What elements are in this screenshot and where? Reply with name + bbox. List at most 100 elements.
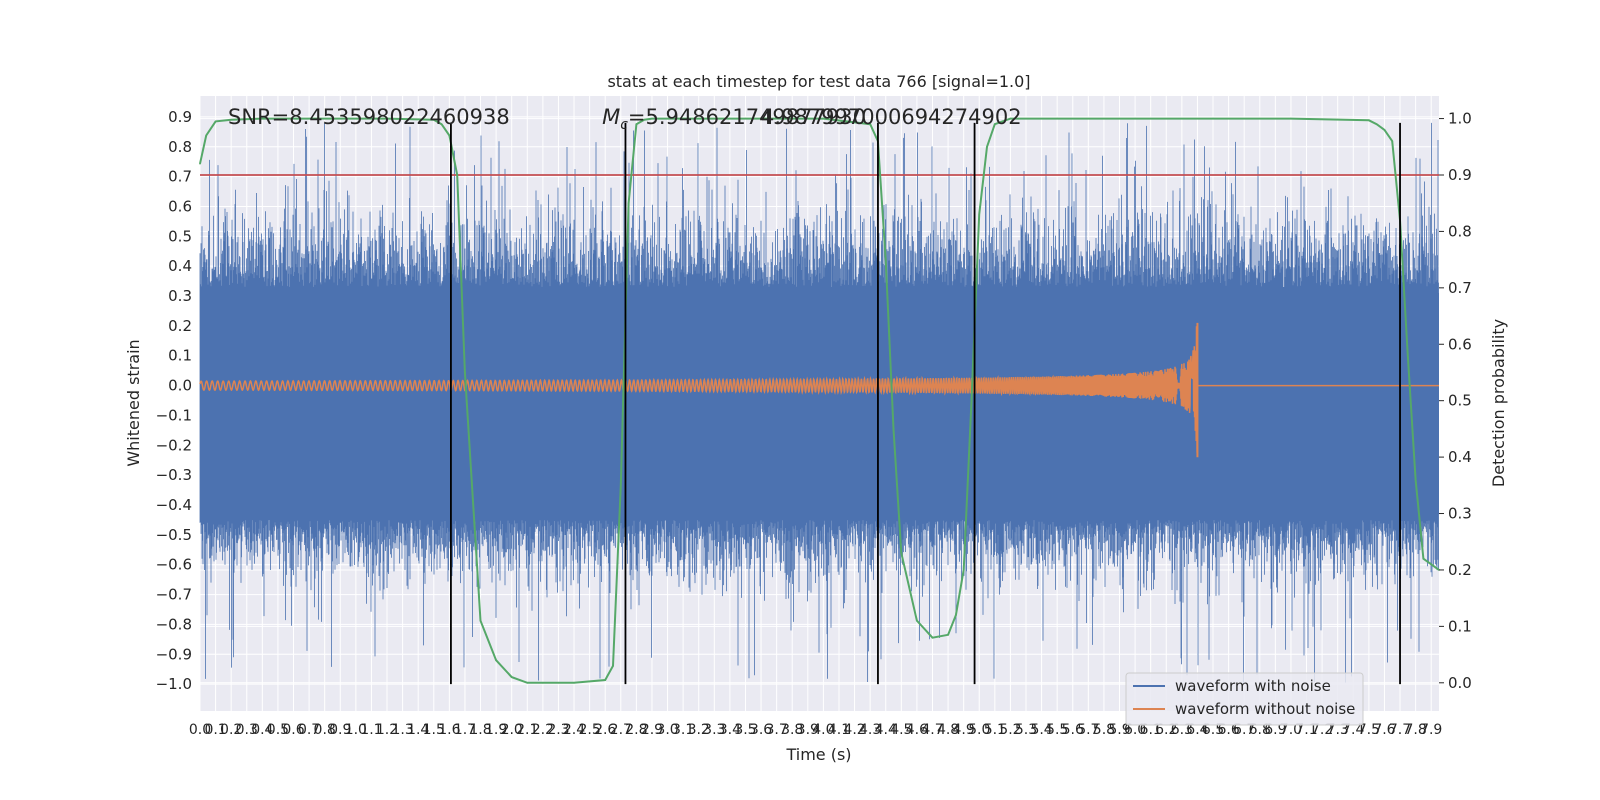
y-axis-label-right: Detection probability bbox=[1489, 319, 1508, 487]
x-tick-label: 1.3 bbox=[391, 722, 413, 738]
x-tick-label: 3.7 bbox=[766, 722, 788, 738]
x-tick-label: 2.4 bbox=[563, 722, 585, 738]
x-tick-label: 2.9 bbox=[641, 722, 663, 738]
probability-point bbox=[479, 619, 482, 622]
x-tick-label: 4.6 bbox=[906, 722, 928, 738]
probability-point bbox=[214, 120, 217, 123]
probability-point bbox=[931, 636, 934, 639]
x-tick-label: 4.7 bbox=[921, 722, 943, 738]
x-tick-label: 1.7 bbox=[454, 722, 476, 738]
y-tick-label: 0.8 bbox=[168, 138, 192, 156]
y-tick-label: −0.4 bbox=[156, 496, 192, 514]
x-tick-label: 3.4 bbox=[719, 722, 741, 738]
x-tick-label: 4.5 bbox=[890, 722, 912, 738]
x-tick-label: 7.1 bbox=[1295, 722, 1317, 738]
x-tick-label: 5.7 bbox=[1077, 722, 1099, 738]
probability-point bbox=[962, 569, 965, 571]
probability-point bbox=[510, 676, 513, 678]
x-tick-label: 1.2 bbox=[376, 722, 398, 738]
x-tick-label: 7.9 bbox=[1420, 722, 1442, 738]
legend: waveform with noise waveform without noi… bbox=[1125, 672, 1364, 726]
x-tick-label: 7.0 bbox=[1280, 722, 1302, 738]
y-tick-label: 0.1 bbox=[168, 347, 192, 365]
x-tick-label: 0.3 bbox=[236, 722, 258, 738]
legend-label-clean: waveform without noise bbox=[1175, 700, 1355, 718]
probability-point bbox=[432, 118, 435, 121]
x-tick-label: 2.3 bbox=[547, 722, 569, 738]
x-tick-label: 5.6 bbox=[1062, 722, 1084, 738]
probability-point bbox=[744, 117, 747, 120]
x-tick-label: 0.5 bbox=[267, 722, 289, 738]
x-tick-label: 2.7 bbox=[610, 722, 632, 738]
x-tick-label: 6.6 bbox=[1217, 722, 1239, 738]
x-tick-label: 7.2 bbox=[1311, 722, 1333, 738]
x-tick-label: 2.0 bbox=[501, 722, 523, 738]
x-tick-label: 7.4 bbox=[1342, 722, 1364, 738]
probability-point bbox=[456, 174, 458, 176]
y-axis-label: Whitened strain bbox=[124, 339, 143, 466]
probability-point bbox=[1375, 123, 1378, 126]
probability-point bbox=[573, 681, 575, 684]
y-tick-label: 0.6 bbox=[168, 197, 192, 215]
x-tick-label: 2.8 bbox=[625, 722, 647, 738]
probability-point bbox=[261, 117, 264, 120]
legend-label-noise: waveform with noise bbox=[1175, 677, 1331, 695]
x-axis-label: Time (s) bbox=[785, 745, 851, 764]
x-tick-label: 7.7 bbox=[1389, 722, 1411, 738]
x-tick-label: 7.8 bbox=[1404, 722, 1426, 738]
x-tick-label: 2.5 bbox=[578, 722, 600, 738]
x-tick-label: 3.5 bbox=[734, 722, 756, 738]
x-tick-label: 7.6 bbox=[1373, 722, 1395, 738]
probability-point bbox=[440, 123, 443, 126]
x-tick-label: 2.1 bbox=[516, 722, 538, 738]
x-tick-label: 3.3 bbox=[703, 722, 725, 738]
chirp-mass-annotation: Mc=5.948621749877930 bbox=[602, 105, 866, 133]
probability-point bbox=[643, 118, 645, 121]
y-tick-label: 0.0 bbox=[168, 377, 192, 395]
probability-point bbox=[323, 117, 326, 120]
x-tick-label: 0.8 bbox=[314, 722, 336, 738]
y-tick-label: −0.5 bbox=[156, 526, 192, 544]
x-tick-label: 0.7 bbox=[298, 722, 320, 738]
probability-point bbox=[464, 371, 466, 374]
x-tick-label: 5.9 bbox=[1108, 722, 1130, 738]
y-tick-label: −0.1 bbox=[156, 406, 192, 424]
x-tick-label: 4.3 bbox=[859, 722, 881, 738]
probability-point bbox=[900, 552, 903, 554]
x-tick-label: 0.0 bbox=[189, 722, 211, 738]
y-tick-label: 0.4 bbox=[168, 257, 192, 275]
y-right-tick-label: 0.6 bbox=[1448, 335, 1472, 353]
probability-point bbox=[892, 428, 895, 430]
x-tick-label: 3.1 bbox=[672, 722, 694, 738]
probability-point bbox=[1009, 117, 1012, 120]
x-tick-label: 6.1 bbox=[1140, 722, 1162, 738]
probability-point bbox=[386, 117, 388, 120]
probability-point bbox=[916, 619, 918, 622]
x-tick-label: 4.9 bbox=[953, 722, 975, 738]
x-tick-label: 6.5 bbox=[1202, 722, 1224, 738]
probability-point bbox=[604, 679, 607, 681]
probability-point bbox=[1422, 557, 1425, 560]
probability-point bbox=[1368, 119, 1370, 122]
x-tick-label: 5.5 bbox=[1046, 722, 1068, 738]
probability-point bbox=[651, 117, 653, 120]
probability-point bbox=[970, 399, 973, 402]
probability-point bbox=[947, 634, 949, 636]
x-tick-label: 1.5 bbox=[423, 722, 445, 738]
x-tick-label: 1.0 bbox=[345, 722, 367, 738]
x-tick-label: 3.0 bbox=[656, 722, 678, 738]
x-tick-label: 5.2 bbox=[999, 722, 1021, 738]
y-right-tick-label: 0.2 bbox=[1448, 561, 1472, 579]
probability-point bbox=[1383, 129, 1386, 131]
x-tick-label: 5.1 bbox=[984, 722, 1006, 738]
y-tick-label: −0.6 bbox=[156, 556, 192, 574]
x-tick-label: 5.8 bbox=[1093, 722, 1115, 738]
x-tick-label: 6.4 bbox=[1186, 722, 1208, 738]
y-right-tick-label: 0.7 bbox=[1448, 279, 1472, 297]
probability-point bbox=[1056, 117, 1058, 120]
legend-box bbox=[1125, 672, 1364, 726]
probability-point bbox=[994, 123, 996, 126]
probability-point bbox=[526, 681, 529, 684]
y-tick-label: 0.7 bbox=[168, 168, 192, 186]
